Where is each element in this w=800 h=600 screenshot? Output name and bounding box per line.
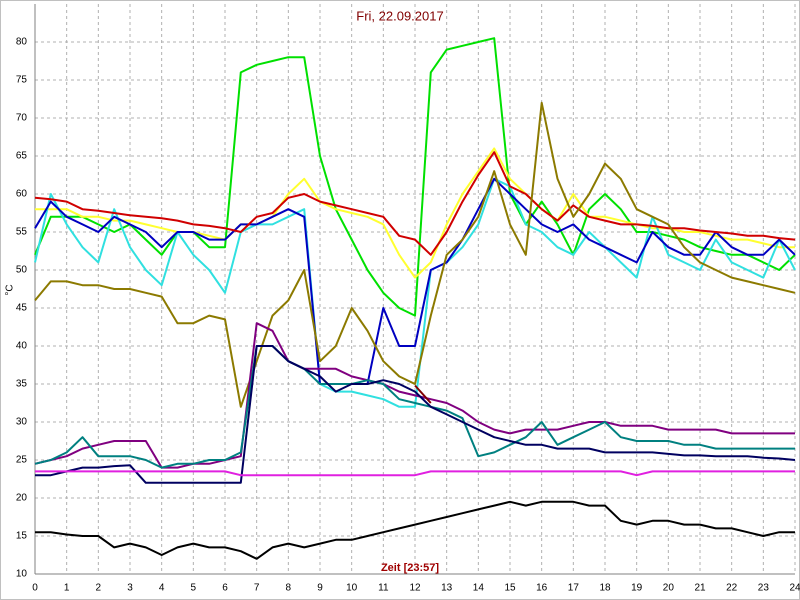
data-line <box>34 151 796 256</box>
y-tick-label: 65 <box>16 151 28 162</box>
x-tick-label: 12 <box>409 583 421 594</box>
y-tick-label: 20 <box>16 493 28 504</box>
x-tick-label: 22 <box>726 583 738 594</box>
x-tick-label: 5 <box>191 583 197 594</box>
y-tick-label: 10 <box>16 569 28 580</box>
x-tick-label: 16 <box>536 583 548 594</box>
x-tick-label: 1 <box>64 583 70 594</box>
x-tick-label: 19 <box>631 583 643 594</box>
x-tick-label: 11 <box>378 583 389 594</box>
chart-title: Fri, 22.09.2017 <box>356 8 443 23</box>
data-line <box>34 177 796 408</box>
series-lines <box>34 37 796 560</box>
data-line <box>34 37 796 317</box>
data-line <box>35 470 795 477</box>
y-tick-label: 30 <box>16 417 28 428</box>
x-tick-label: 14 <box>473 583 485 594</box>
y-tick-label: 35 <box>16 379 28 390</box>
data-line <box>35 345 796 484</box>
data-line <box>414 384 432 404</box>
x-tick-label: 3 <box>127 583 133 594</box>
x-tick-label: 20 <box>663 583 675 594</box>
x-tick-label: 8 <box>286 583 292 594</box>
x-tick-label: 21 <box>694 583 706 594</box>
x-tick-label: 4 <box>159 583 165 594</box>
y-tick-label: 70 <box>16 113 28 124</box>
x-tick-label: 9 <box>317 583 323 594</box>
x-tick-label: 6 <box>222 583 228 594</box>
x-tick-label: 17 <box>568 583 580 594</box>
x-tick-label: 18 <box>599 583 611 594</box>
y-tick-label: 25 <box>16 455 28 466</box>
y-axis-label: °C <box>5 284 16 295</box>
x-tick-label: 0 <box>32 583 38 594</box>
data-line <box>35 500 795 560</box>
y-tick-label: 50 <box>16 265 28 276</box>
y-tick-label: 45 <box>16 303 28 314</box>
x-tick-label: 15 <box>504 583 516 594</box>
x-tick-label: 23 <box>758 583 770 594</box>
x-tick-label: 10 <box>346 583 358 594</box>
y-tick-label: 75 <box>16 75 28 86</box>
y-tick-label: 60 <box>16 189 28 200</box>
y-tick-label: 40 <box>16 341 28 352</box>
x-tick-label: 2 <box>96 583 102 594</box>
data-line <box>34 101 796 408</box>
x-tick-label: 13 <box>441 583 453 594</box>
data-line <box>34 345 795 469</box>
y-tick-label: 15 <box>16 531 28 542</box>
data-line <box>34 177 796 385</box>
x-tick-label: 24 <box>789 583 800 594</box>
x-tick-label: 7 <box>254 583 260 594</box>
x-axis-label: Zeit [23:57] <box>381 562 439 574</box>
y-tick-label: 80 <box>16 37 28 48</box>
y-tick-label: 55 <box>16 227 28 238</box>
